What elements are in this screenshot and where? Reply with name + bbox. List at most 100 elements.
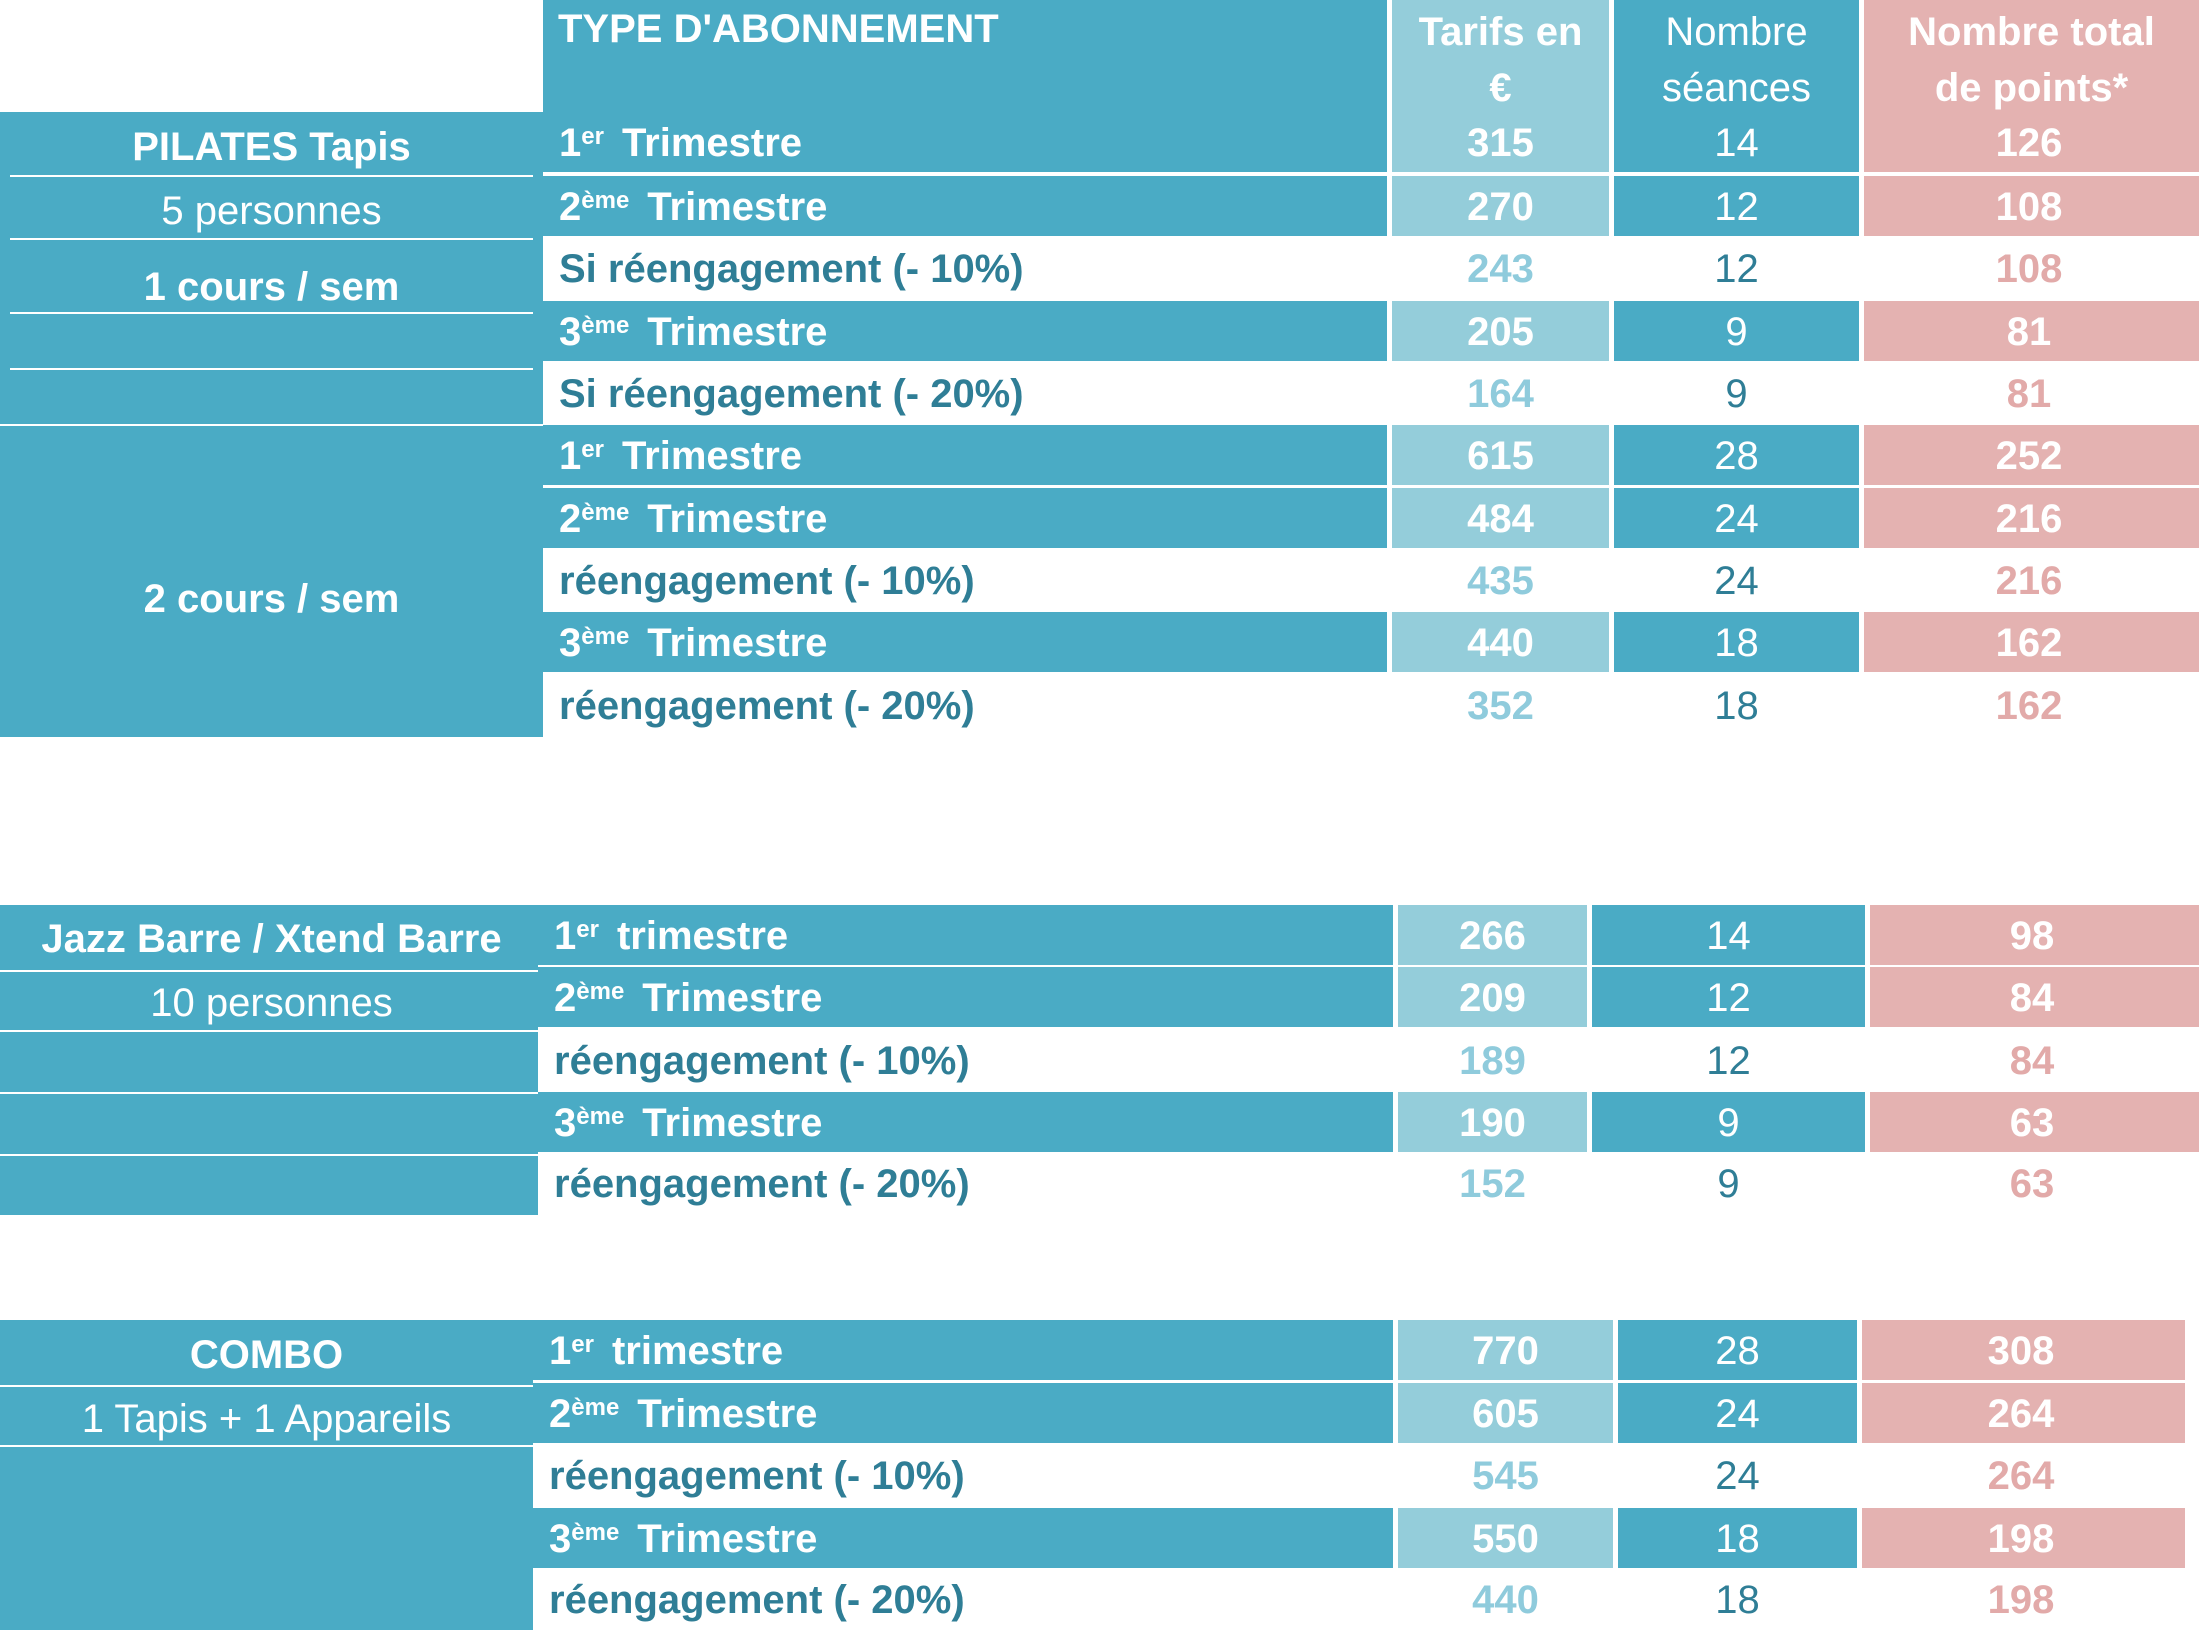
- pilates-row-3-seances-bg: [1614, 301, 1859, 361]
- header-tarifs-line1: Tarifs en: [1418, 10, 1583, 54]
- combo-row-3-seances: 18: [1715, 1517, 1760, 1561]
- combo-row-0-label-bg: [533, 1320, 1393, 1380]
- pilates-row-5-label: 1 er Trimestre: [543, 425, 1387, 487]
- header-tarifs-line2: €: [1489, 66, 1512, 110]
- combo-row-4-tarif: 440: [1472, 1578, 1539, 1622]
- pilates-row-0-seances: 14: [1714, 121, 1759, 165]
- combo-row-4-seances: 18: [1715, 1578, 1760, 1622]
- jazz-row-3-label-bg: [538, 1092, 1393, 1152]
- pilates-row-0-seances-bg: [1614, 112, 1859, 172]
- jazz-row-0-seances: 14: [1706, 914, 1751, 958]
- pilates-row-2-points: 108: [1995, 247, 2063, 291]
- pilates-row-0-ordinal-suffix: er: [581, 123, 604, 150]
- pilates-row-5-points-bg: [1864, 425, 2199, 485]
- combo-row-0-points-bg: [1862, 1320, 2185, 1380]
- pilates-left-divider-1: [10, 175, 533, 177]
- pilates-row-7-tarif: 435: [1467, 559, 1534, 603]
- jazz-left-divider-2: [0, 1030, 538, 1032]
- pilates-row-4-tarif: 164: [1467, 372, 1534, 416]
- pilates-row-3-label-bg: [543, 301, 1387, 361]
- jazz-row-3-points: 63: [2009, 1101, 2055, 1145]
- combo-row-0-seances: 28: [1715, 1329, 1760, 1373]
- pilates-row-8-points: 162: [1995, 621, 2063, 665]
- jazz-row-0-label-bg: [538, 905, 1393, 965]
- combo-row-1-ordinal-suffix: ème: [571, 1394, 620, 1421]
- pilates-row-4-label: Si réengagement (- 20%): [559, 372, 1024, 416]
- jazz-row-1-tarif-bg: [1398, 967, 1587, 1027]
- header-seances-line1: Nombre: [1665, 10, 1808, 54]
- combo-row-3-period: Trimestre: [637, 1517, 818, 1561]
- jazz-row-0-tarif: 266: [1459, 914, 1526, 958]
- combo-row-1-ordinal: 2: [549, 1392, 572, 1436]
- jazz-left-block: [0, 905, 538, 1215]
- pilates-row-5-seances: 28: [1714, 434, 1759, 478]
- combo-row-3-points-bg: [1862, 1508, 2185, 1568]
- jazz-row-2-seances: 12: [1706, 1039, 1751, 1083]
- combo-row-2-tarif: 545: [1472, 1454, 1539, 1498]
- pilates-row-0-ordinal: 1: [559, 121, 582, 165]
- pilates-row-5-label-bg: [543, 425, 1387, 485]
- pilates-row-3-ordinal-suffix: ème: [581, 312, 630, 339]
- jazz-row-3-tarif-bg: [1398, 1092, 1587, 1152]
- pilates-row-5-tarif: 615: [1467, 434, 1534, 478]
- pilates-left-divider-4: [10, 368, 533, 370]
- combo-row-3-label: 3 ème Trimestre: [533, 1508, 1393, 1570]
- pilates-row-6-tarif-bg: [1392, 488, 1609, 548]
- pilates-row-7-seances: 24: [1714, 559, 1759, 603]
- pilates-row-6-label: 2 ème Trimestre: [543, 488, 1387, 550]
- pilates-row-4-points: 81: [2006, 372, 2052, 416]
- combo-left-block: [0, 1320, 533, 1630]
- pilates-capacity: 5 personnes: [161, 188, 382, 233]
- pilates-row-5-seances-bg: [1614, 425, 1859, 485]
- pilates-row-5-period: Trimestre: [621, 434, 803, 478]
- jazz-row-0-points: 98: [2009, 914, 2055, 958]
- pilates-row-1-label-bg: [543, 176, 1387, 236]
- jazz-row-1-label: 2 ème Trimestre: [538, 967, 1393, 1029]
- pilates-row-0-label: 1 er Trimestre: [543, 112, 1387, 174]
- combo-row-1-label: 2 ème Trimestre: [533, 1383, 1393, 1445]
- combo-row-0-ordinal: 1: [549, 1329, 572, 1373]
- combo-title: COMBO: [189, 1332, 344, 1377]
- combo-left-divider-2: [0, 1445, 533, 1447]
- pilates-row-7-label: réengagement (- 10%): [559, 559, 975, 603]
- combo-left-divider-1: [0, 1385, 533, 1387]
- jazz-capacity: 10 personnes: [150, 980, 393, 1025]
- jazz-row-3-seances: 9: [1717, 1101, 1740, 1145]
- pilates-left-divider-5: [0, 424, 543, 426]
- combo-row-3-tarif: 550: [1472, 1517, 1539, 1561]
- combo-row-3-points: 198: [1987, 1517, 2055, 1561]
- pilates-row-3-label: 3 ème Trimestre: [543, 301, 1387, 363]
- jazz-row-4-label: réengagement (- 20%): [554, 1162, 970, 1206]
- pilates-row-8-seances-bg: [1614, 612, 1859, 672]
- pilates-row-0-tarif-bg: [1392, 112, 1609, 172]
- pilates-row-9-points: 162: [1995, 684, 2063, 728]
- jazz-left-divider-1: [0, 970, 538, 972]
- combo-row-0-label: 1 er trimestre: [533, 1320, 1393, 1382]
- jazz-row-3-ordinal: 3: [554, 1101, 577, 1145]
- pilates-row-2-tarif: 243: [1467, 247, 1534, 291]
- pilates-row-3-seances: 9: [1725, 310, 1748, 354]
- jazz-row-1-tarif: 209: [1459, 976, 1526, 1020]
- jazz-left-divider-4: [0, 1154, 538, 1156]
- pilates-row-1-tarif-bg: [1392, 176, 1609, 236]
- combo-row-3-ordinal: 3: [549, 1517, 572, 1561]
- pilates-row-1-ordinal: 2: [559, 185, 582, 229]
- pilates-row-9-label: réengagement (- 20%): [559, 684, 975, 728]
- pilates-row-0-label-bg: [543, 112, 1387, 172]
- pilates-row-0-points: 126: [1995, 121, 2063, 165]
- header-tarifs-label: Tarifs en €: [1392, 4, 1609, 116]
- jazz-row-3-tarif: 190: [1459, 1101, 1526, 1145]
- jazz-row-4-points: 63: [2009, 1162, 2055, 1206]
- pilates-row-8-period: Trimestre: [647, 621, 828, 665]
- combo-row-3-tarif-bg: [1398, 1508, 1613, 1568]
- pilates-row-5-tarif-bg: [1392, 425, 1609, 485]
- pilates-row-1-seances-bg: [1614, 176, 1859, 236]
- jazz-row-1-seances: 12: [1706, 976, 1751, 1020]
- jazz-row-0-tarif-bg: [1398, 905, 1587, 965]
- header-type-cell: [543, 0, 1387, 112]
- pilates-row-8-seances: 18: [1714, 621, 1759, 665]
- jazz-row-1-ordinal-suffix: ème: [576, 978, 625, 1005]
- pilates-row-8-ordinal-suffix: ème: [581, 623, 630, 650]
- pilates-row-3-points-bg: [1864, 301, 2199, 361]
- jazz-row-3-seances-bg: [1592, 1092, 1865, 1152]
